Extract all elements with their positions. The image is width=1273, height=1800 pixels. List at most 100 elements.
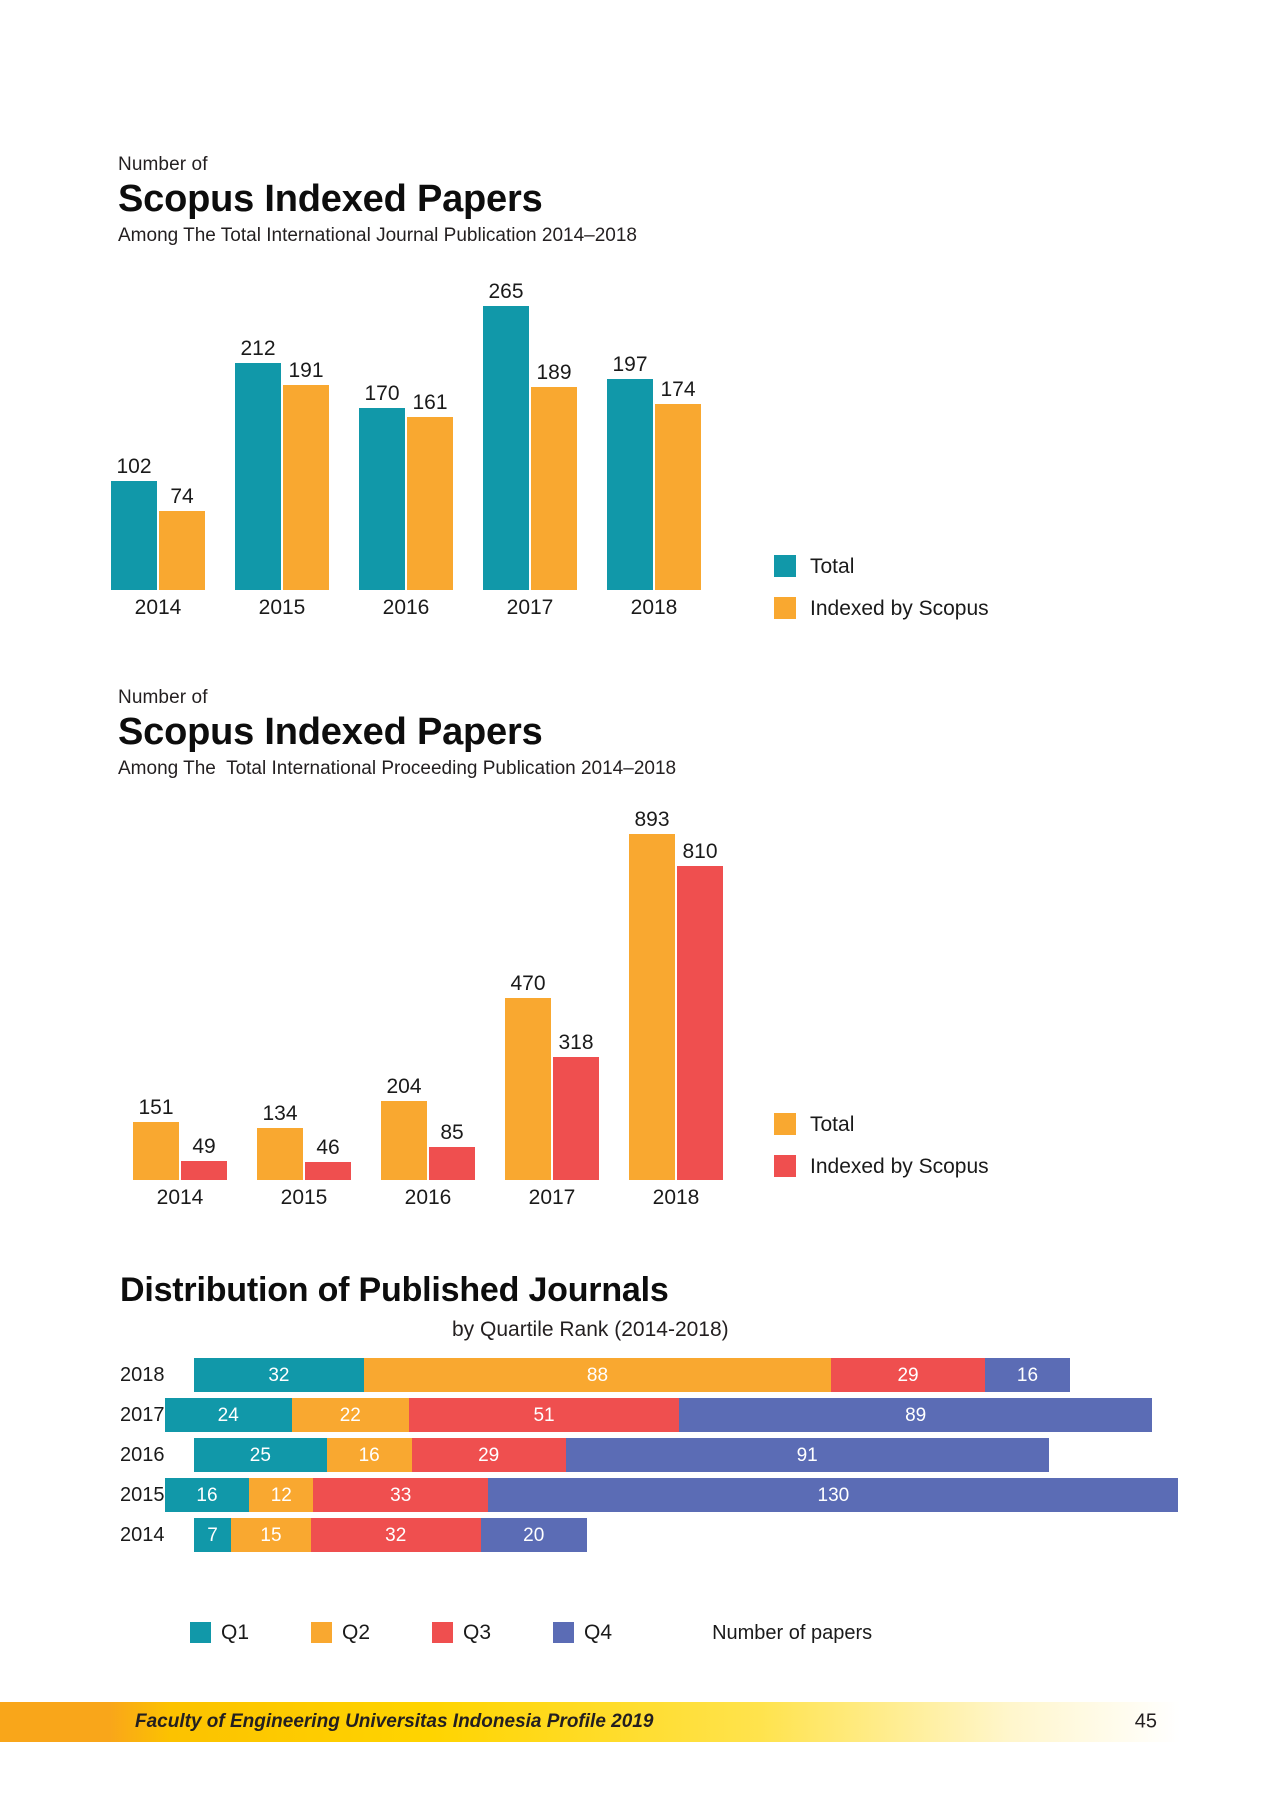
x-tick-2015: 2015 (258, 596, 306, 619)
stacked-segment-q4[interactable]: 16 (985, 1358, 1070, 1392)
bar-group-2014: 102 74 (111, 270, 205, 590)
bar-2015-indexed-by-scopus[interactable]: 46 (305, 1137, 351, 1180)
bar-2015-total[interactable]: 212 (235, 338, 281, 590)
bar-value-label: 893 (634, 808, 670, 831)
legend-label-q1: Q1 (221, 1621, 250, 1644)
bar-2015-total[interactable]: 134 (257, 1103, 303, 1180)
bar-2018-indexed-by-scopus[interactable]: 810 (677, 841, 723, 1180)
bar-value-label: 265 (488, 280, 524, 303)
chart1-plot-area: 102 74 212 191 170 161 265 189 197 174 2014 2015 20… (111, 270, 738, 620)
bar-value-label: 85 (440, 1121, 464, 1145)
bar-value-label: 161 (412, 391, 448, 415)
stacked-segment-q2[interactable]: 22 (291, 1398, 409, 1432)
legend-label-q2: Q2 (342, 1621, 371, 1644)
stacked-segment-q4[interactable]: 20 (480, 1518, 587, 1552)
bar-2014-total[interactable]: 151 (133, 1097, 179, 1180)
bar-2016-total[interactable]: 204 (381, 1076, 427, 1180)
bar-2017-indexed-by-scopus[interactable]: 189 (531, 362, 577, 590)
stacked-row-year: 2014 (120, 1524, 165, 1546)
legend-item-total: Total (774, 555, 989, 577)
legend-label-indexed: Indexed by Scopus (810, 596, 989, 620)
chart1-title: Scopus Indexed Papers (118, 177, 543, 220)
legend-label-q3: Q3 (463, 1621, 492, 1644)
bar-group-2016: 204 85 (381, 790, 475, 1180)
stacked-bar: 16 12 33 130 (164, 1478, 1179, 1512)
x-tick-2017: 2017 (506, 596, 554, 619)
bar-2014-indexed-by-scopus[interactable]: 49 (181, 1136, 227, 1180)
bar-value-label: 170 (364, 381, 400, 405)
stacked-row-2015: 2015 16 12 33 130 (118, 1478, 1179, 1512)
stacked-row-2017: 2017 24 22 51 89 (118, 1398, 1152, 1432)
bar-value-label: 212 (240, 336, 276, 360)
bar-2018-total[interactable]: 893 (629, 809, 675, 1180)
stacked-segment-q4[interactable]: 130 (488, 1478, 1179, 1512)
chart1-kicker: Number of (118, 154, 208, 175)
bar-2016-indexed-by-scopus[interactable]: 85 (429, 1122, 475, 1180)
legend2-item-total: Total (774, 1113, 989, 1135)
x-tick-2016: 2016 (382, 596, 430, 619)
stacked-segment-q1[interactable]: 25 (194, 1438, 327, 1472)
bar-2014-total[interactable]: 102 (111, 456, 157, 590)
bar-2018-indexed-by-scopus[interactable]: 174 (655, 379, 701, 590)
bar-2018-total[interactable]: 197 (607, 354, 653, 590)
bar-2016-indexed-by-scopus[interactable]: 161 (407, 392, 453, 590)
chart2-header: Number of Scopus Indexed Papers Among Th… (118, 687, 677, 780)
stacked-bar: 25 16 29 91 (194, 1438, 1049, 1472)
legend2-item-indexed: Indexed by Scopus (774, 1155, 989, 1177)
legend-item-q3: Q3 (432, 1622, 491, 1643)
bar-2016-total[interactable]: 170 (359, 383, 405, 590)
chart1-x-axis: 2014 2015 2016 2017 2018 (118, 590, 738, 620)
chart1-bars: 102 74 212 191 170 161 265 189 197 174 (111, 270, 738, 590)
chart3-legend: Q1 Q2 Q3 Q4 Number of papers (190, 1622, 872, 1643)
bar-2017-total[interactable]: 470 (505, 973, 551, 1180)
bar-value-label: 49 (192, 1135, 216, 1159)
stacked-segment-q2[interactable]: 88 (363, 1358, 832, 1392)
stacked-segment-q2[interactable]: 16 (326, 1438, 412, 1472)
chart1-legend: Total Indexed by Scopus (774, 555, 989, 639)
stacked-row-2018: 2018 32 88 29 16 (118, 1358, 1132, 1392)
bar-2017-total[interactable]: 265 (483, 281, 529, 590)
stacked-segment-q2[interactable]: 15 (231, 1518, 311, 1552)
bar-value-label: 134 (262, 1102, 298, 1126)
bar-group-2018: 893 810 (629, 790, 723, 1180)
bar-value-label: 74 (170, 484, 194, 508)
stacked-segment-q1[interactable]: 32 (194, 1358, 364, 1392)
legend-swatch-teal-icon (774, 555, 796, 577)
chart2-subtitle: Among The Total International Proceeding… (118, 758, 677, 780)
stacked-bar: 24 22 51 89 (164, 1398, 1152, 1432)
stacked-segment-q3[interactable]: 29 (831, 1358, 985, 1392)
page-number: 45 (1134, 1710, 1157, 1733)
bar-value-label: 318 (558, 1030, 594, 1054)
bar-value-label: 174 (660, 377, 696, 401)
stacked-segment-q1[interactable]: 24 (164, 1398, 292, 1432)
bar-2014-indexed-by-scopus[interactable]: 74 (159, 486, 205, 590)
legend-item-indexed: Indexed by Scopus (774, 597, 989, 619)
bar-value-label: 197 (612, 352, 648, 376)
stacked-segment-q3[interactable]: 33 (313, 1478, 489, 1512)
chart2-x-axis: 2014 2015 2016 2017 2018 (118, 1180, 738, 1210)
bar-value-label: 470 (510, 971, 546, 995)
bar-value-label: 46 (316, 1136, 340, 1160)
stacked-segment-q4[interactable]: 91 (565, 1438, 1049, 1472)
bar-value-label: 102 (116, 454, 152, 478)
legend-item-q2: Q2 (311, 1622, 370, 1643)
legend-swatch-q3-icon (432, 1622, 454, 1643)
bar-group-2016: 170 161 (359, 270, 453, 590)
chart2-title: Scopus Indexed Papers (118, 710, 543, 753)
stacked-segment-q3[interactable]: 29 (411, 1438, 566, 1472)
stacked-segment-q4[interactable]: 89 (679, 1398, 1152, 1432)
bar-2017-indexed-by-scopus[interactable]: 318 (553, 1032, 599, 1180)
stacked-segment-q1[interactable]: 16 (164, 1478, 250, 1512)
legend-swatch-red-icon (774, 1155, 796, 1177)
stacked-segment-q1[interactable]: 7 (194, 1518, 232, 1552)
x-tick-2016: 2016 (404, 1186, 452, 1209)
chart3-axis-note: Number of papers (712, 1621, 873, 1644)
stacked-segment-q3[interactable]: 32 (310, 1518, 481, 1552)
stacked-segment-q3[interactable]: 51 (408, 1398, 680, 1432)
stacked-segment-q2[interactable]: 12 (249, 1478, 314, 1512)
stacked-bar: 7 15 32 20 (194, 1518, 587, 1552)
chart2-kicker: Number of (118, 687, 208, 708)
bar-2015-indexed-by-scopus[interactable]: 191 (283, 360, 329, 590)
bar-group-2014: 151 49 (133, 790, 227, 1180)
